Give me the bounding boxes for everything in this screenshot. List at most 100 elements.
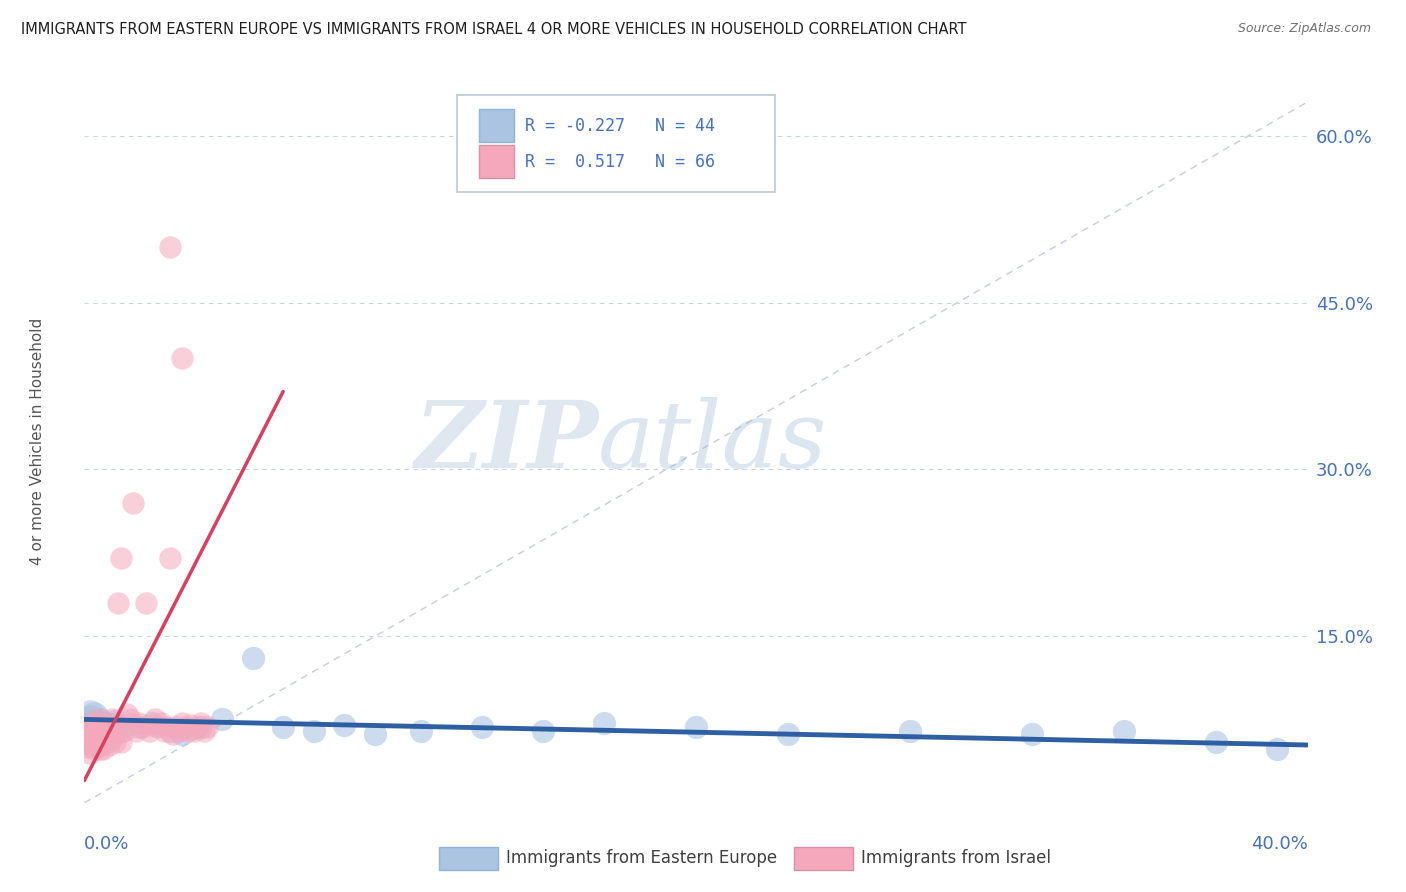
Point bbox=[94, 723, 117, 738]
Point bbox=[242, 651, 264, 665]
Point bbox=[1021, 727, 1043, 741]
Point bbox=[97, 717, 120, 731]
Point bbox=[76, 740, 98, 755]
Point bbox=[120, 717, 142, 731]
Point bbox=[174, 720, 197, 734]
Point bbox=[79, 729, 101, 743]
Point bbox=[302, 723, 325, 738]
Point bbox=[141, 715, 163, 730]
Point bbox=[76, 729, 98, 743]
Point bbox=[76, 720, 98, 734]
Point bbox=[110, 734, 132, 748]
Point bbox=[112, 723, 135, 738]
Point bbox=[86, 734, 108, 748]
Point bbox=[83, 715, 105, 730]
Point bbox=[79, 713, 101, 727]
Point bbox=[1205, 734, 1227, 748]
Text: 0.0%: 0.0% bbox=[84, 835, 129, 854]
Point bbox=[107, 596, 129, 610]
Point bbox=[83, 723, 105, 738]
Point bbox=[86, 720, 108, 734]
Point bbox=[186, 720, 208, 734]
Point bbox=[83, 715, 105, 730]
Point bbox=[75, 734, 97, 748]
FancyBboxPatch shape bbox=[457, 95, 776, 193]
Point bbox=[183, 723, 205, 738]
Point bbox=[89, 713, 111, 727]
Point bbox=[135, 596, 157, 610]
Point bbox=[79, 725, 101, 739]
Point bbox=[180, 718, 202, 732]
Point bbox=[172, 727, 194, 741]
Point bbox=[89, 718, 111, 732]
Point bbox=[167, 723, 190, 738]
Point bbox=[91, 715, 114, 730]
Point bbox=[89, 723, 111, 738]
Point bbox=[898, 723, 921, 738]
Point bbox=[125, 723, 148, 738]
Point bbox=[159, 240, 181, 254]
Point bbox=[79, 720, 101, 734]
Point bbox=[79, 718, 101, 732]
Point bbox=[79, 738, 101, 752]
Text: R =  0.517   N = 66: R = 0.517 N = 66 bbox=[524, 153, 714, 171]
Text: IMMIGRANTS FROM EASTERN EUROPE VS IMMIGRANTS FROM ISRAEL 4 OR MORE VEHICLES IN H: IMMIGRANTS FROM EASTERN EUROPE VS IMMIGR… bbox=[21, 22, 966, 37]
Text: R = -0.227   N = 44: R = -0.227 N = 44 bbox=[524, 117, 714, 135]
Point bbox=[156, 720, 179, 734]
Point bbox=[94, 734, 117, 748]
Point bbox=[149, 715, 172, 730]
Point bbox=[89, 742, 111, 756]
FancyBboxPatch shape bbox=[794, 847, 852, 870]
Point bbox=[79, 706, 101, 721]
Point bbox=[91, 742, 114, 756]
Point bbox=[91, 720, 114, 734]
Point bbox=[79, 746, 101, 760]
Point bbox=[172, 351, 194, 366]
Point bbox=[101, 713, 124, 727]
Point bbox=[190, 715, 212, 730]
Point bbox=[531, 723, 554, 738]
Point bbox=[86, 713, 108, 727]
Point bbox=[685, 720, 707, 734]
Point bbox=[83, 742, 105, 756]
Point bbox=[104, 723, 127, 738]
Point bbox=[83, 709, 105, 723]
Point bbox=[110, 723, 132, 738]
Text: 4 or more Vehicles in Household: 4 or more Vehicles in Household bbox=[31, 318, 45, 566]
Point bbox=[115, 706, 138, 721]
Point bbox=[77, 734, 100, 748]
Point bbox=[120, 713, 142, 727]
Point bbox=[86, 740, 108, 755]
Point bbox=[159, 551, 181, 566]
Point bbox=[193, 723, 215, 738]
Text: atlas: atlas bbox=[598, 397, 828, 486]
Text: 40.0%: 40.0% bbox=[1251, 835, 1308, 854]
Text: ZIP: ZIP bbox=[413, 397, 598, 486]
Point bbox=[83, 734, 105, 748]
Point bbox=[162, 727, 184, 741]
Point bbox=[172, 715, 194, 730]
Text: Immigrants from Eastern Europe: Immigrants from Eastern Europe bbox=[506, 849, 778, 867]
Point bbox=[97, 720, 120, 734]
Text: Source: ZipAtlas.com: Source: ZipAtlas.com bbox=[1237, 22, 1371, 36]
Point bbox=[195, 720, 218, 734]
Point bbox=[89, 734, 111, 748]
Point bbox=[128, 715, 150, 730]
Point bbox=[153, 723, 176, 738]
Point bbox=[107, 718, 129, 732]
Point bbox=[101, 719, 124, 733]
Point bbox=[159, 723, 181, 738]
Point bbox=[364, 727, 387, 741]
FancyBboxPatch shape bbox=[479, 109, 513, 142]
Point bbox=[104, 714, 127, 728]
Point bbox=[76, 715, 98, 730]
Point bbox=[333, 718, 356, 732]
Point bbox=[211, 713, 233, 727]
FancyBboxPatch shape bbox=[479, 145, 513, 178]
Text: Immigrants from Israel: Immigrants from Israel bbox=[860, 849, 1052, 867]
Point bbox=[190, 720, 212, 734]
Point bbox=[1265, 742, 1288, 756]
Point bbox=[131, 720, 153, 734]
Point bbox=[776, 727, 799, 741]
Point bbox=[77, 718, 100, 732]
